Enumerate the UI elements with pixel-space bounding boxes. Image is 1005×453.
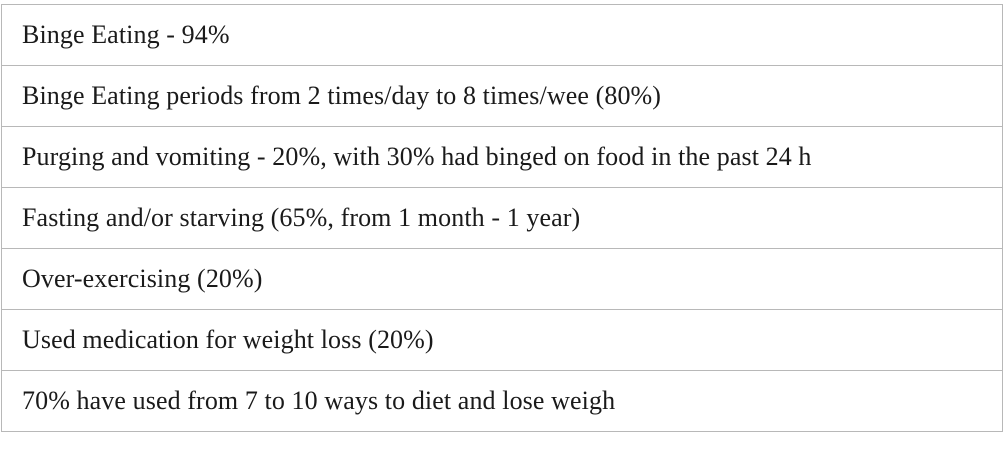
table-cell: Binge Eating periods from 2 times/day to… bbox=[1, 65, 1003, 127]
table-cell: 70% have used from 7 to 10 ways to diet … bbox=[1, 370, 1003, 432]
findings-table: Binge Eating - 94% Binge Eating periods … bbox=[1, 4, 1003, 432]
table-row: 70% have used from 7 to 10 ways to diet … bbox=[1, 370, 1003, 432]
table-cell: Over-exercising (20%) bbox=[1, 248, 1003, 310]
table-cell: Fasting and/or starving (65%, from 1 mon… bbox=[1, 187, 1003, 249]
table-row: Binge Eating periods from 2 times/day to… bbox=[1, 65, 1003, 127]
findings-table-body: Binge Eating - 94% Binge Eating periods … bbox=[1, 4, 1003, 432]
table-row: Fasting and/or starving (65%, from 1 mon… bbox=[1, 187, 1003, 249]
table-row: Binge Eating - 94% bbox=[1, 4, 1003, 66]
table-row: Purging and vomiting - 20%, with 30% had… bbox=[1, 126, 1003, 188]
table-cell: Purging and vomiting - 20%, with 30% had… bbox=[1, 126, 1003, 188]
table-row: Used medication for weight loss (20%) bbox=[1, 309, 1003, 371]
table-cell: Binge Eating - 94% bbox=[1, 4, 1003, 66]
table-row: Over-exercising (20%) bbox=[1, 248, 1003, 310]
table-cell: Used medication for weight loss (20%) bbox=[1, 309, 1003, 371]
